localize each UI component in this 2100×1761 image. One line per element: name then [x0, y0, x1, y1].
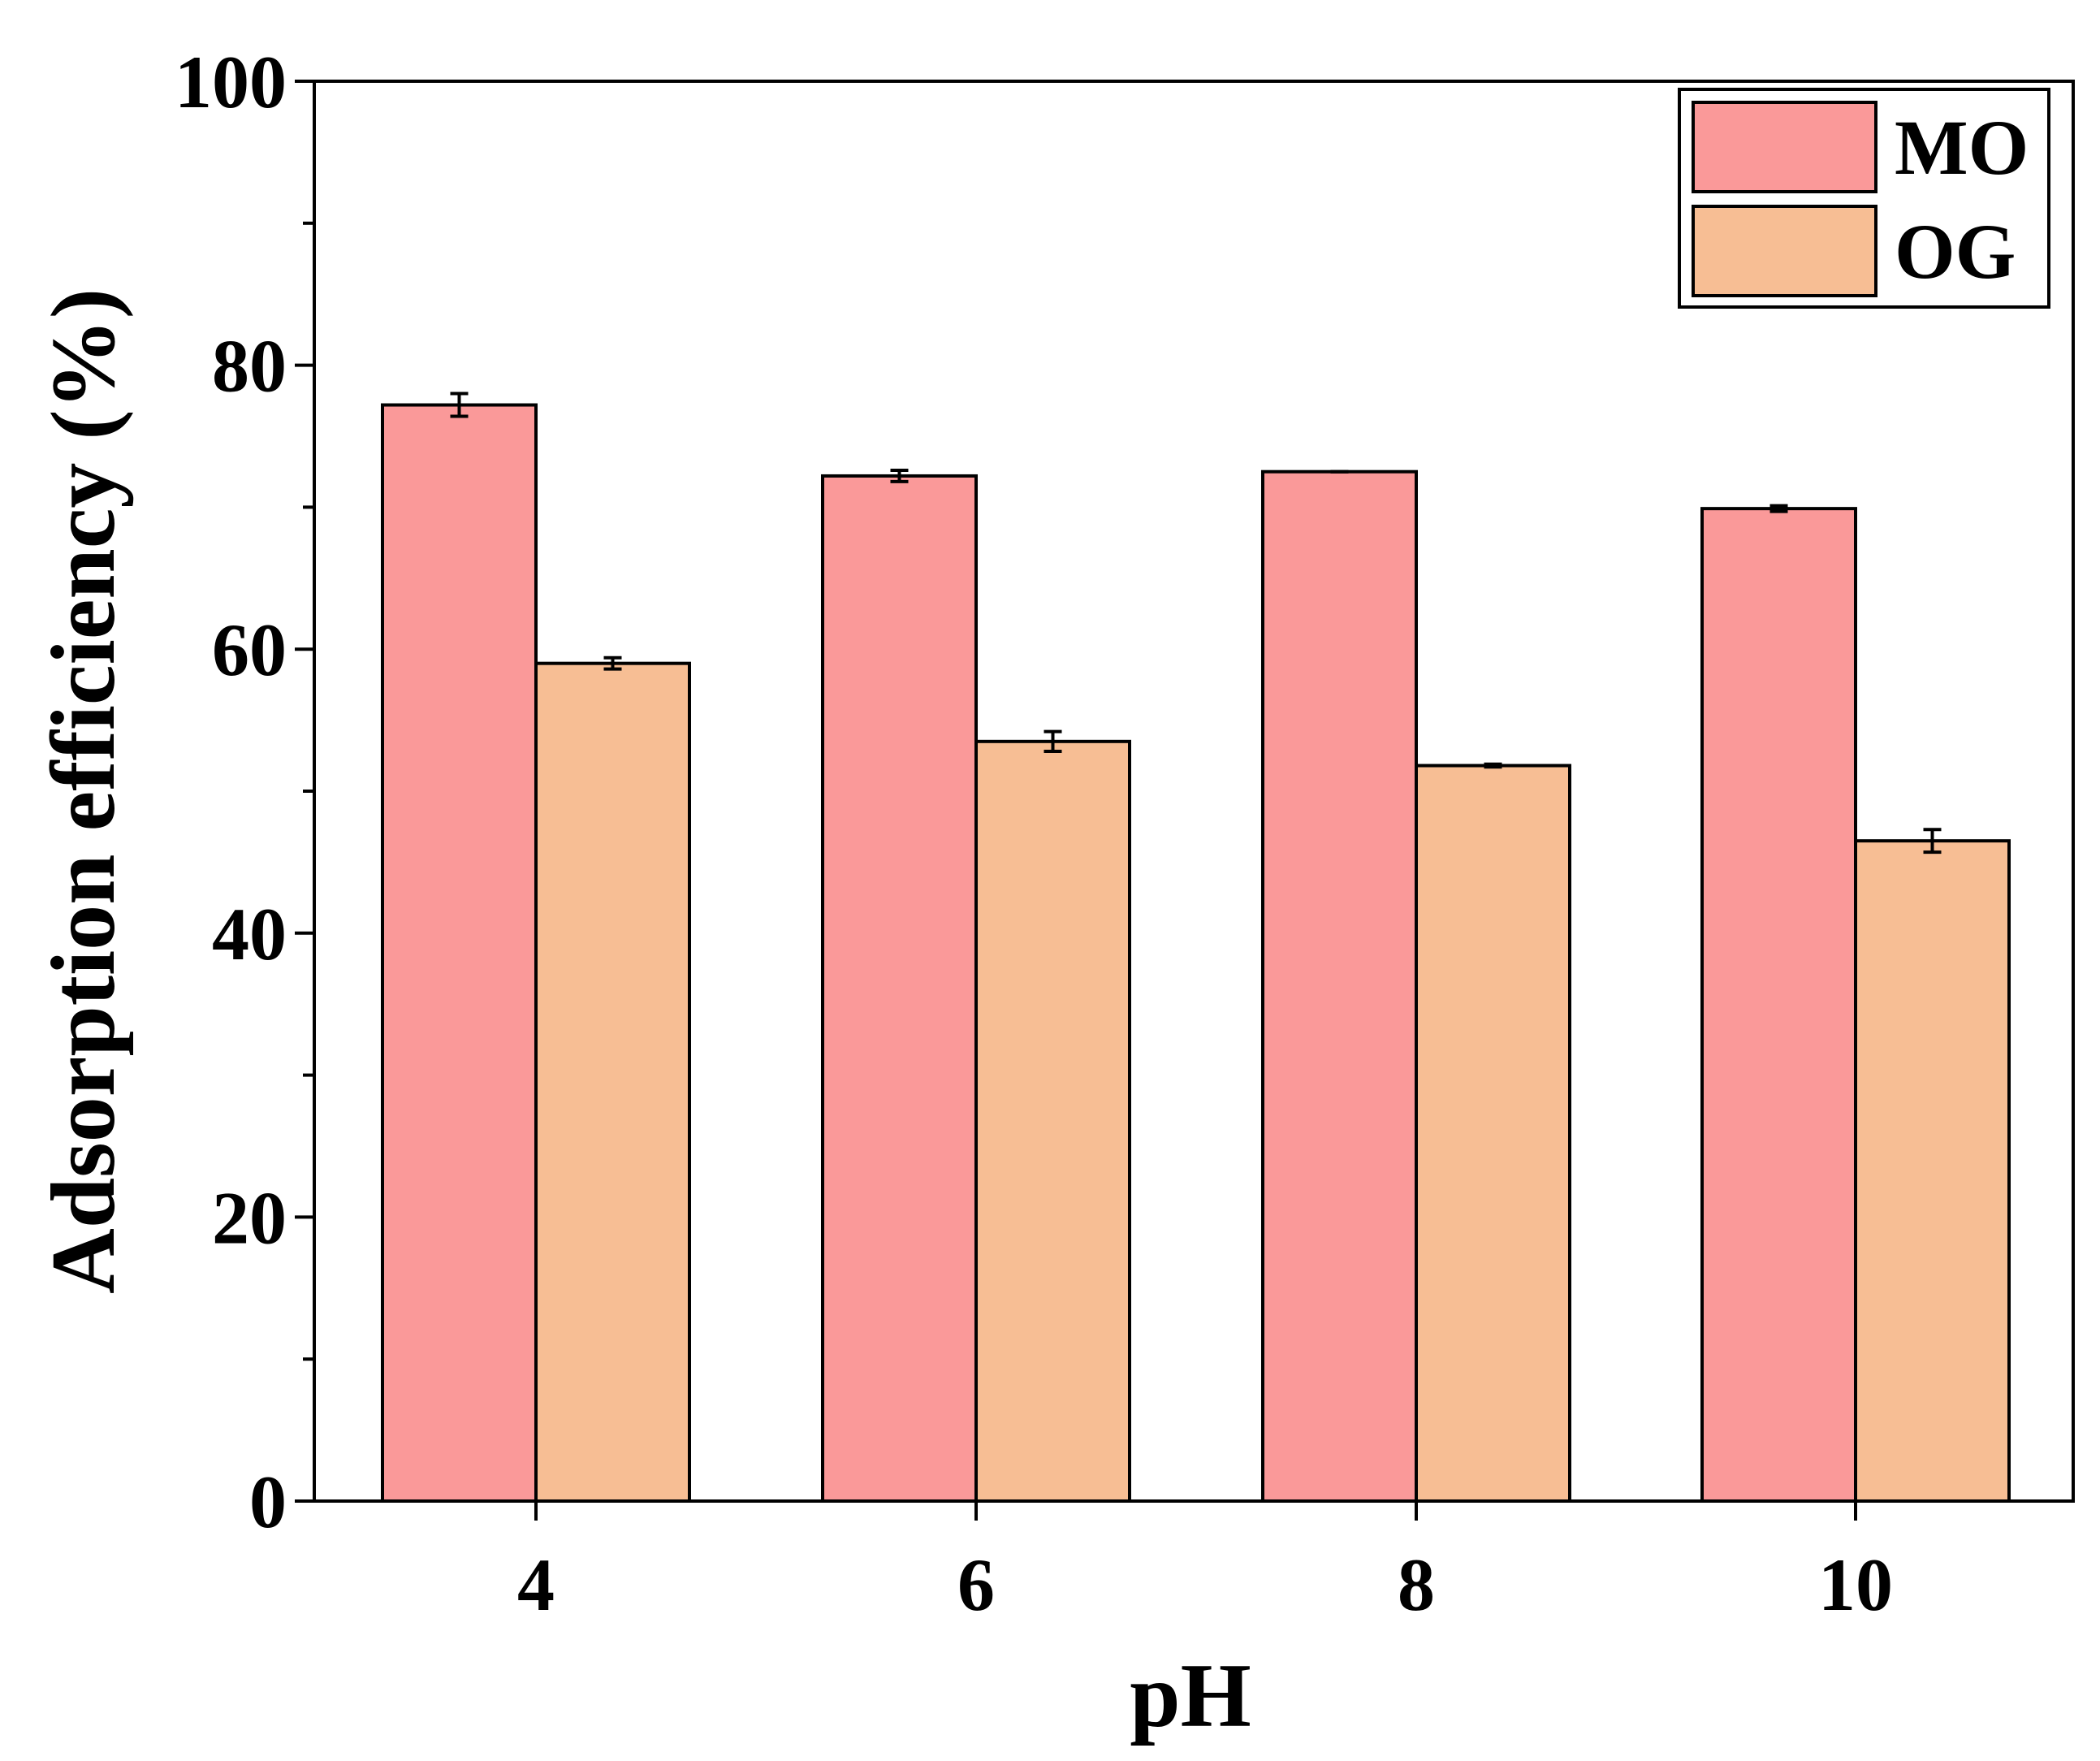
bar-og-ph-8	[1415, 764, 1571, 1503]
x-axis: 4 6 8 10	[517, 1501, 1893, 1626]
x-axis-title: pH	[1130, 1646, 1251, 1746]
x-tick-label-4: 4	[517, 1543, 555, 1626]
y-tick-label-0: 0	[249, 1460, 287, 1543]
legend-swatch-mo	[1692, 101, 1877, 193]
legend-label-og: OG	[1895, 208, 2016, 295]
y-tick-label-100: 100	[175, 41, 287, 123]
legend-label-mo: MO	[1895, 104, 2029, 191]
x-tick-label-10: 10	[1818, 1543, 1893, 1626]
bar-mo-ph-8	[1261, 469, 1418, 1504]
y-tick-label-20: 20	[212, 1176, 287, 1259]
y-axis: 0 20 40 60 80 100	[175, 41, 314, 1543]
legend: MO OG	[1678, 88, 2050, 309]
error-bar-og-ph-10	[1923, 828, 1942, 855]
y-tick-label-60: 60	[212, 608, 287, 691]
bar-og-ph-4	[534, 661, 691, 1503]
plot-area	[313, 80, 2075, 1504]
bar-mo-ph-4	[381, 403, 538, 1504]
y-axis-title: Adsorption efficiency (%)	[33, 288, 134, 1294]
bar-mo-ph-10	[1700, 507, 1857, 1504]
y-tick-label-40: 40	[212, 893, 287, 976]
legend-swatch-og	[1692, 205, 1877, 297]
error-bar-mo-ph-4	[450, 392, 469, 418]
x-tick-label-6: 6	[957, 1543, 995, 1626]
error-bar-og-ph-4	[603, 656, 622, 671]
bar-og-ph-10	[1854, 839, 2011, 1504]
error-bar-mo-ph-10	[1769, 504, 1788, 513]
x-tick-label-8: 8	[1398, 1543, 1435, 1626]
error-bar-mo-ph-6	[890, 468, 909, 483]
bar-mo-ph-6	[821, 474, 978, 1503]
y-tick-label-80: 80	[212, 325, 287, 408]
error-bar-og-ph-8	[1484, 762, 1502, 769]
bar-og-ph-6	[974, 739, 1131, 1503]
error-bar-og-ph-6	[1044, 729, 1062, 754]
